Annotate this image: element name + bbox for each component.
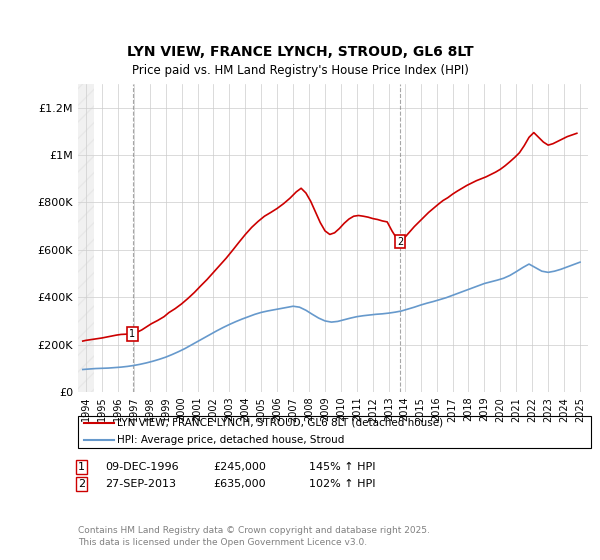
Text: £245,000: £245,000 [213, 462, 266, 472]
Text: 27-SEP-2013: 27-SEP-2013 [105, 479, 176, 489]
Text: Contains HM Land Registry data © Crown copyright and database right 2025.: Contains HM Land Registry data © Crown c… [78, 526, 430, 535]
Text: HPI: Average price, detached house, Stroud: HPI: Average price, detached house, Stro… [117, 435, 344, 445]
Text: LYN VIEW, FRANCE LYNCH, STROUD, GL6 8LT: LYN VIEW, FRANCE LYNCH, STROUD, GL6 8LT [127, 45, 473, 59]
Text: LYN VIEW, FRANCE LYNCH, STROUD, GL6 8LT (detached house): LYN VIEW, FRANCE LYNCH, STROUD, GL6 8LT … [117, 418, 443, 428]
Text: 145% ↑ HPI: 145% ↑ HPI [309, 462, 376, 472]
Bar [78, 84, 94, 392]
Text: 1: 1 [130, 329, 136, 339]
Text: 2: 2 [78, 479, 85, 489]
Text: 102% ↑ HPI: 102% ↑ HPI [309, 479, 376, 489]
Text: 1: 1 [78, 462, 85, 472]
Text: This data is licensed under the Open Government Licence v3.0.: This data is licensed under the Open Gov… [78, 538, 367, 547]
Text: £635,000: £635,000 [213, 479, 266, 489]
Text: Price paid vs. HM Land Registry's House Price Index (HPI): Price paid vs. HM Land Registry's House … [131, 64, 469, 77]
Text: 2: 2 [397, 236, 404, 246]
Text: 09-DEC-1996: 09-DEC-1996 [105, 462, 179, 472]
